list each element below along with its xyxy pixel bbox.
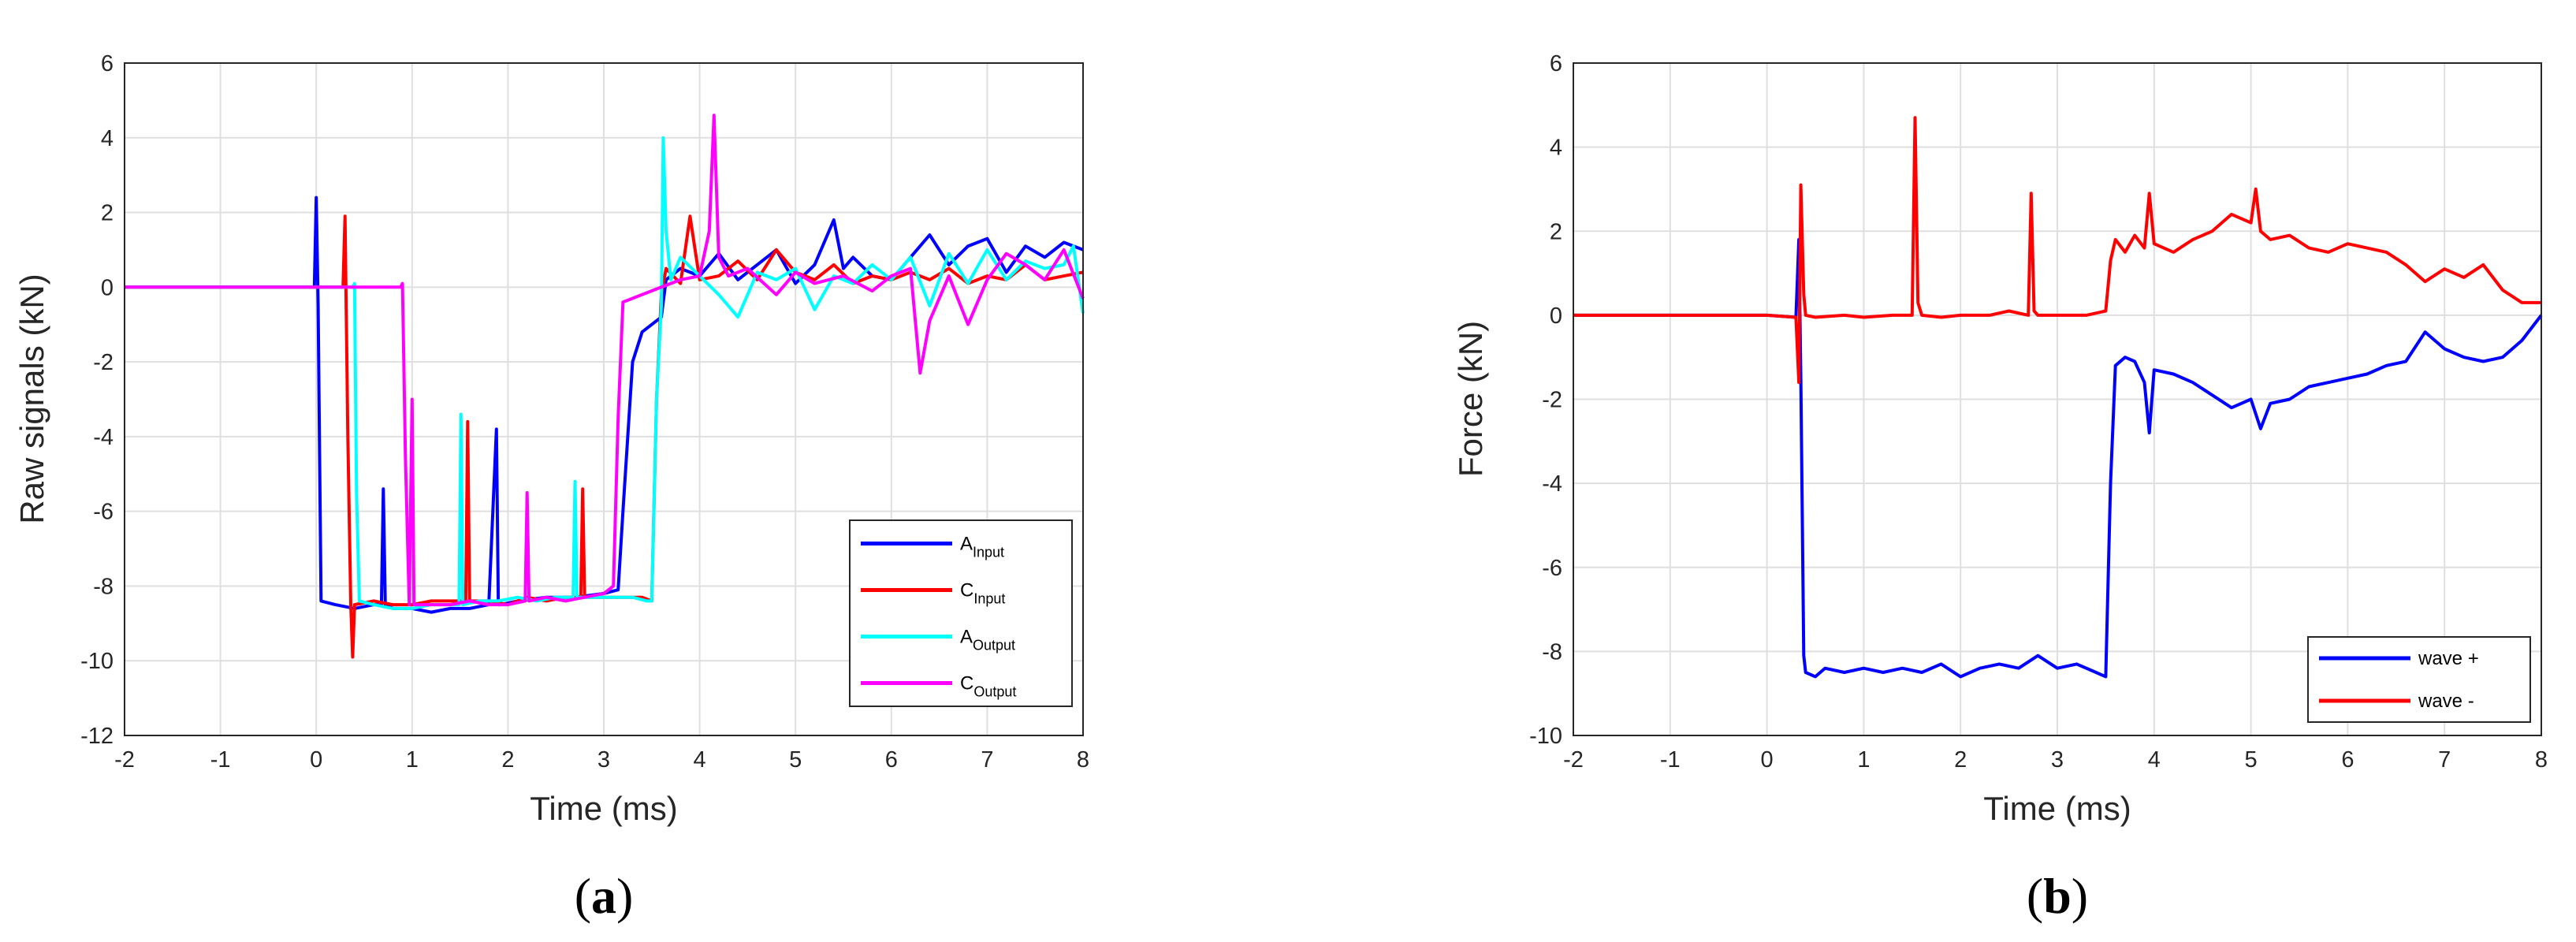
series-line-3 <box>125 114 1085 607</box>
panel-letter-a: a <box>591 868 616 924</box>
x-tick-label: 5 <box>789 747 802 773</box>
axes-box <box>1573 62 2542 736</box>
legend-entry-subscript: Input <box>973 545 1004 560</box>
y-tick-label: -2 <box>1542 388 1562 413</box>
legend-box <box>2307 636 2531 723</box>
legend-entry-subscript: Output <box>973 638 1015 653</box>
x-tick-label: 8 <box>2535 747 2548 773</box>
legend-entry-subscript: Output <box>973 684 1016 700</box>
x-tick-label: 6 <box>2341 747 2354 773</box>
x-tick-label: 6 <box>885 747 898 773</box>
x-axis-label: Time (ms) <box>530 790 677 827</box>
y-axis-label: Raw signals (kN) <box>13 274 50 523</box>
x-tick-label: 3 <box>597 747 610 773</box>
x-tick-label: 1 <box>1857 747 1870 773</box>
x-tick-label: 4 <box>694 747 706 773</box>
x-tick-label: 8 <box>1077 747 1089 773</box>
x-tick-label: -1 <box>1660 747 1681 773</box>
legend-entry: wave - <box>2418 691 2474 712</box>
y-tick-label: -2 <box>93 350 114 375</box>
y-tick-label: -10 <box>1529 724 1562 749</box>
y-tick-label: -8 <box>1542 639 1562 665</box>
series-line-1 <box>1573 116 2541 385</box>
x-tick-label: 7 <box>2438 747 2451 773</box>
y-tick-label: 2 <box>1550 219 1562 244</box>
y-tick-label: 2 <box>101 201 114 226</box>
legend-entry-subscript: Input <box>973 591 1005 607</box>
x-tick-label: 3 <box>2051 747 2064 773</box>
x-tick-label: 2 <box>1954 747 1967 773</box>
series-layer <box>125 114 1085 659</box>
y-tick-label: -12 <box>80 724 114 749</box>
y-tick-label: 0 <box>101 275 114 300</box>
y-tick-label: -4 <box>1542 471 1562 497</box>
panel-label-a: (a) <box>575 868 634 924</box>
y-tick-label: -6 <box>93 500 114 525</box>
y-tick-label: 4 <box>1550 136 1562 161</box>
x-tick-label: 1 <box>406 747 419 773</box>
x-axis-label: Time (ms) <box>1983 790 2131 827</box>
legend-box <box>849 519 1073 707</box>
y-tick-label: -10 <box>80 649 114 674</box>
x-tick-label: 0 <box>1761 747 1774 773</box>
panel-label-b: (b) <box>2027 868 2088 924</box>
x-tick-label: 7 <box>981 747 993 773</box>
y-tick-label: -6 <box>1542 556 1562 581</box>
series-line-0 <box>125 195 1084 614</box>
y-tick-label: 0 <box>1550 303 1562 329</box>
legend: wave + wave - <box>2307 636 2531 723</box>
x-tick-label: 5 <box>2245 747 2258 773</box>
y-tick-label: -4 <box>93 425 114 450</box>
panel-letter-b: b <box>2043 868 2072 924</box>
legend-entry: wave + <box>2418 648 2479 669</box>
x-tick-label: -2 <box>1563 747 1584 773</box>
x-tick-label: 0 <box>310 747 322 773</box>
y-tick-label: -8 <box>93 574 114 599</box>
y-tick-label: 4 <box>101 126 114 151</box>
series-line-0 <box>1573 237 2543 679</box>
x-tick-label: 4 <box>2148 747 2161 773</box>
gridlines <box>1573 62 2542 736</box>
x-tick-label: -2 <box>114 747 135 773</box>
x-tick-label: -1 <box>210 747 231 773</box>
x-tick-label: 2 <box>501 747 514 773</box>
axes-box <box>124 62 1084 736</box>
series-layer <box>1573 116 2543 679</box>
y-tick-label: 6 <box>1550 51 1562 76</box>
y-axis-label: Force (kN) <box>1452 321 1489 477</box>
y-tick-label: 6 <box>101 51 114 76</box>
